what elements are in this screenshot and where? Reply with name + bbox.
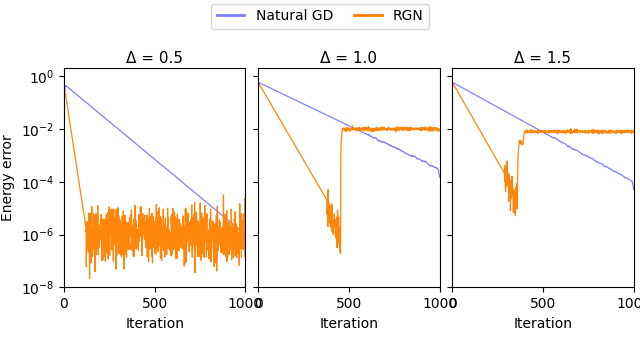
- X-axis label: Iteration: Iteration: [513, 317, 572, 331]
- Y-axis label: Energy error: Energy error: [1, 134, 15, 221]
- Title: Δ = 1.0: Δ = 1.0: [320, 51, 378, 66]
- Legend: Natural GD, RGN: Natural GD, RGN: [211, 3, 429, 29]
- Title: Δ = 1.5: Δ = 1.5: [515, 51, 572, 66]
- Title: Δ = 0.5: Δ = 0.5: [126, 51, 183, 66]
- X-axis label: Iteration: Iteration: [319, 317, 378, 331]
- X-axis label: Iteration: Iteration: [125, 317, 184, 331]
